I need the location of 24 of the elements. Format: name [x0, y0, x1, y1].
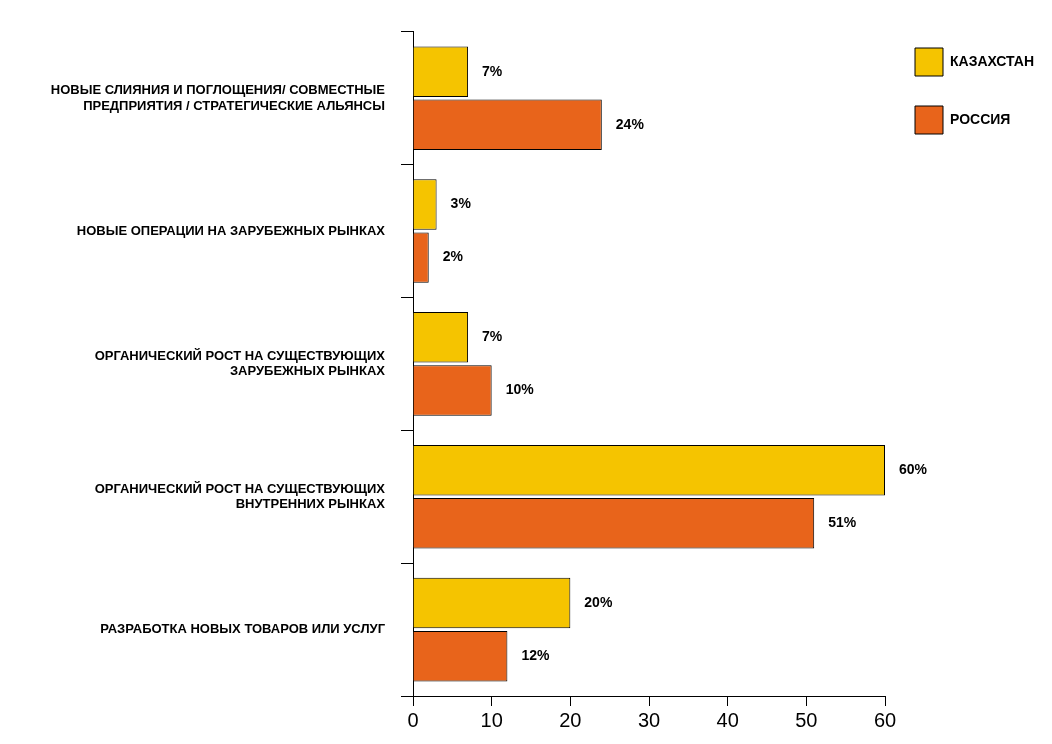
- legend-label: КАЗАХСТАН: [950, 52, 1035, 69]
- x-tick-label: 50: [795, 708, 818, 731]
- data-label: 24%: [615, 115, 645, 132]
- data-label: 2%: [442, 248, 464, 265]
- data-label: 20%: [584, 593, 613, 610]
- y-tick-label: РАЗРАБОТКА НОВЫХ ТОВАРОВ ИЛИ УСЛУГ: [100, 621, 386, 637]
- x-tick-label: 0: [407, 708, 419, 731]
- x-tick-label: 30: [637, 708, 661, 731]
- x-tick-label: 40: [716, 708, 739, 731]
- y-tick-label: НОВЫЕ ОПЕРАЦИИ НА ЗАРУБЕЖНЫХ РЫНКАХ: [76, 222, 386, 238]
- data-label: 12%: [521, 647, 550, 664]
- data-label: 3%: [450, 195, 472, 212]
- data-label: 51%: [828, 514, 857, 531]
- x-tick-label: 60: [873, 708, 897, 731]
- y-tick-label: НОВЫЕ СЛИЯНИЯ И ПОГЛОЩЕНИЯ/ СОВМЕСТНЫЕ ПРЕДПРИЯТИЯ / СТРАТЕГИЧЕСКИЕ АЛЬЯНСЫ: [50, 82, 386, 113]
- data-label: 7%: [482, 62, 503, 79]
- data-label: 10%: [505, 381, 535, 398]
- x-tick-label: 20: [559, 708, 582, 731]
- data-label: 60%: [899, 461, 928, 478]
- x-tick-label: 10: [480, 708, 503, 731]
- data-label: 7%: [482, 328, 503, 345]
- legend-label: РОССИЯ: [950, 110, 1011, 127]
- y-tick-label: ОРГАНИЧЕСКИЙ РОСТ НА СУЩЕСТВУЮЩИХ ЗАРУБЕЖНЫХ РЫНКАХ: [94, 347, 386, 379]
- y-tick-label: ОРГАНИЧЕСКИЙ РОСТ НА СУЩЕСТВУЮЩИХ ВНУТРЕННИХ РЫНКАХ: [94, 480, 386, 512]
